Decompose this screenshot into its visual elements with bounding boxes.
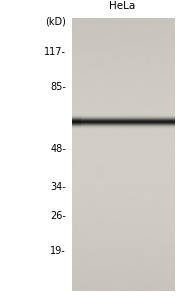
Text: 19-: 19- <box>50 246 66 256</box>
Text: 48-: 48- <box>50 144 66 154</box>
Text: 117-: 117- <box>44 47 66 57</box>
Text: (kD): (kD) <box>45 16 66 26</box>
Text: HeLa: HeLa <box>110 1 136 11</box>
Text: 26-: 26- <box>50 211 66 221</box>
Text: 85-: 85- <box>50 82 66 92</box>
Text: 34-: 34- <box>50 182 66 192</box>
